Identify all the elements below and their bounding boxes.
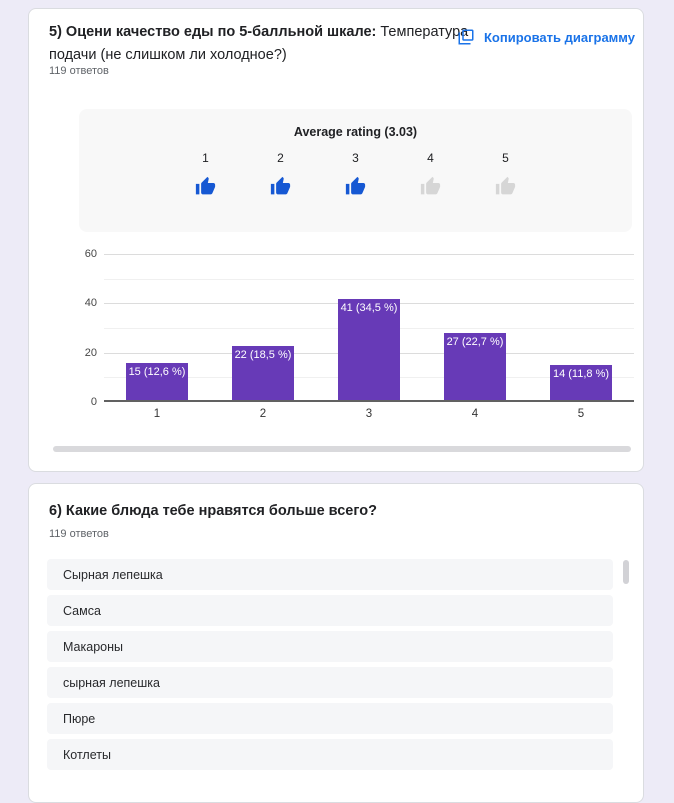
bar: 41 (34,5 %) bbox=[338, 298, 400, 400]
response-row: сырная лепешка bbox=[47, 667, 613, 698]
bar-value-label: 41 (34,5 %) bbox=[340, 301, 398, 314]
rating-item: 5 bbox=[468, 151, 543, 202]
y-tick-label: 60 bbox=[84, 248, 97, 260]
average-rating-panel: Average rating (3.03) 1 2 3 4 5 bbox=[79, 109, 632, 232]
bar-value-label: 22 (18,5 %) bbox=[234, 348, 292, 361]
bar: 15 (12,6 %) bbox=[126, 363, 188, 400]
response-row: Самса bbox=[47, 595, 613, 626]
rating-number: 4 bbox=[427, 151, 434, 165]
rating-item: 1 bbox=[168, 151, 243, 202]
rating-scale: 1 2 3 4 5 bbox=[79, 151, 632, 202]
x-tick-label: 2 bbox=[259, 408, 267, 420]
bar-chart: 0 20 40 60 15 (12,6 %) 22 (18,5 %) 41 (34,5 %… bbox=[29, 246, 645, 428]
chart-horizontal-scrollbar[interactable] bbox=[53, 446, 631, 452]
y-tick-label: 0 bbox=[90, 396, 97, 408]
question5-card: 5) Оцени качество еды по 5-балльной шкал… bbox=[28, 8, 644, 472]
rating-number: 2 bbox=[277, 151, 284, 165]
copy-chart-button-label: Копировать диаграмму bbox=[484, 29, 635, 45]
x-tick-label: 1 bbox=[153, 408, 161, 420]
question6-answers-count: 119 ответов bbox=[49, 528, 109, 540]
question6-title: 6) Какие блюда тебе нравятся больше всег… bbox=[49, 503, 377, 519]
bars: 15 (12,6 %) 22 (18,5 %) 41 (34,5 %) 27 (22,… bbox=[104, 254, 634, 400]
rating-number: 1 bbox=[202, 151, 209, 165]
x-tick-label: 5 bbox=[577, 408, 585, 420]
rating-number: 3 bbox=[352, 151, 359, 165]
thumb-up-icon bbox=[270, 176, 291, 201]
copy-chart-button[interactable]: Копировать диаграмму bbox=[457, 25, 635, 49]
y-tick-label: 40 bbox=[84, 297, 97, 310]
question6-card: 6) Какие блюда тебе нравятся больше всег… bbox=[28, 483, 644, 803]
responses-vertical-scrollbar[interactable] bbox=[623, 560, 629, 584]
x-axis-labels: 1 2 3 4 5 bbox=[104, 408, 634, 420]
thumb-up-icon bbox=[420, 176, 441, 201]
bar: 22 (18,5 %) bbox=[232, 345, 294, 400]
bar-value-label: 27 (22,7 %) bbox=[446, 336, 504, 349]
question5-answers-count: 119 ответов bbox=[49, 65, 109, 77]
question5-title: 5) Оцени качество еды по 5-балльной шкал… bbox=[49, 21, 469, 67]
rating-item: 3 bbox=[318, 151, 393, 202]
average-rating-title: Average rating (3.03) bbox=[293, 125, 418, 139]
bar-slot: 15 (12,6 %) bbox=[104, 254, 210, 400]
thumb-up-icon bbox=[495, 176, 516, 201]
gridline bbox=[104, 254, 634, 255]
question5-title-bold: 5) Оцени качество еды по 5-балльной шкал… bbox=[49, 24, 377, 40]
gridline bbox=[104, 278, 634, 280]
bar-slot: 41 (34,5 %) bbox=[316, 254, 422, 400]
responses-list: Сырная лепешка Самса Макароны сырная лепешк… bbox=[47, 559, 613, 775]
chart-plot-area: 15 (12,6 %) 22 (18,5 %) 41 (34,5 %) 27 (22,… bbox=[104, 254, 634, 402]
rating-item: 2 bbox=[243, 151, 318, 202]
bar-slot: 14 (11,8 %) bbox=[528, 254, 634, 400]
response-row: Пюре bbox=[47, 703, 613, 734]
response-row: Сырная лепешка bbox=[47, 559, 613, 590]
copy-icon bbox=[457, 28, 475, 46]
bar-slot: 27 (22,7 %) bbox=[422, 254, 528, 400]
bar-value-label: 14 (11,8 %) bbox=[552, 368, 610, 381]
bar: 14 (11,8 %) bbox=[550, 365, 612, 400]
response-row: Котлеты bbox=[47, 739, 613, 770]
bar-value-label: 15 (12,6 %) bbox=[128, 366, 186, 378]
y-tick-label: 20 bbox=[84, 346, 97, 359]
bar-slot: 22 (18,5 %) bbox=[210, 254, 316, 400]
bar: 27 (22,7 %) bbox=[444, 333, 506, 400]
rating-item: 4 bbox=[393, 151, 468, 202]
response-row: Макароны bbox=[47, 631, 613, 662]
question5-title-regular: Температура подачи (не слишком ли холодн… bbox=[49, 24, 469, 63]
thumb-up-icon bbox=[345, 176, 366, 201]
x-tick-label: 4 bbox=[471, 408, 479, 420]
thumb-up-icon bbox=[195, 176, 216, 201]
x-tick-label: 3 bbox=[365, 408, 373, 420]
rating-number: 5 bbox=[502, 151, 509, 165]
